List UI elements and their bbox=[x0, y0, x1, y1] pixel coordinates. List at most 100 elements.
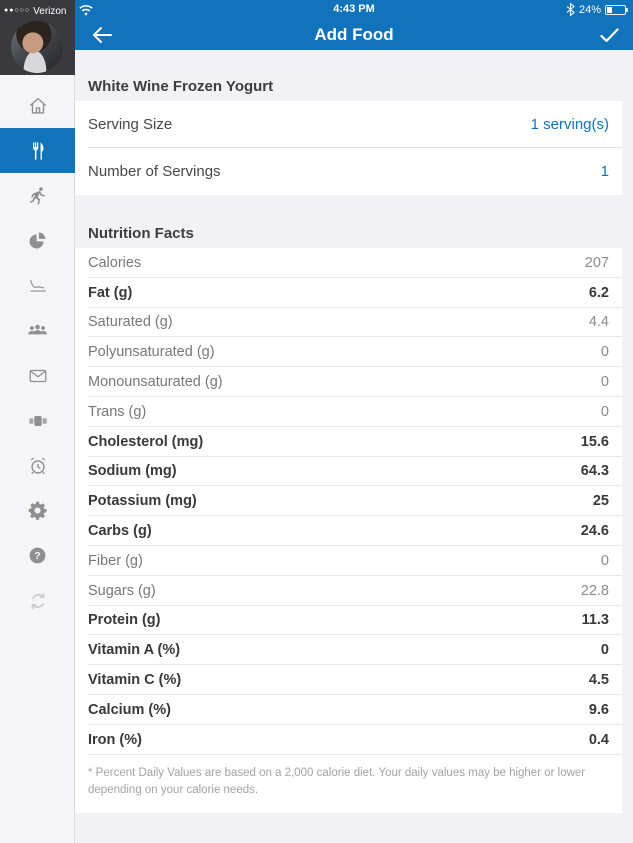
nutrition-value: 0 bbox=[600, 552, 609, 569]
nutrition-row[interactable]: Fiber (g) 0 bbox=[75, 546, 622, 576]
status-bar: 4:43 PM 24% bbox=[75, 0, 633, 20]
nutrition-label: Fat (g) bbox=[88, 284, 133, 301]
nutrition-row[interactable]: Fat (g) 6.2 bbox=[75, 278, 622, 308]
nutrition-row[interactable]: Polyunsaturated (g) 0 bbox=[75, 337, 622, 367]
nutrition-value: 0 bbox=[600, 374, 609, 391]
people-icon bbox=[28, 324, 47, 335]
nutrition-row[interactable]: Potassium (mg) 25 bbox=[75, 486, 622, 516]
battery-cluster: 24% bbox=[566, 3, 628, 16]
alarm-clock-icon bbox=[30, 457, 45, 474]
food-name: White Wine Frozen Yogurt bbox=[88, 78, 274, 95]
sidebar: ●●○○○ Verizon bbox=[0, 0, 75, 843]
nutrition-label: Polyunsaturated (g) bbox=[88, 344, 215, 361]
nutrition-row[interactable]: Cholesterol (mg) 15.6 bbox=[75, 427, 622, 457]
back-button[interactable] bbox=[91, 26, 113, 44]
main-content: 4:43 PM 24% Add Food White Wine Frozen Y… bbox=[75, 0, 633, 843]
sidebar-item-settings[interactable] bbox=[0, 488, 75, 533]
device-icon bbox=[28, 415, 47, 426]
nutrition-value: 15.6 bbox=[580, 433, 609, 450]
sidebar-item-apps-devices[interactable] bbox=[0, 398, 75, 443]
avatar[interactable] bbox=[11, 21, 63, 73]
nutrition-value: 9.6 bbox=[588, 701, 609, 718]
nutrition-row[interactable]: Iron (%) 0.4 bbox=[75, 725, 622, 755]
nutrition-row[interactable]: Saturated (g) 4.4 bbox=[75, 308, 622, 338]
sidebar-profile-block: ●●○○○ Verizon bbox=[0, 0, 75, 75]
battery-percent: 24% bbox=[578, 3, 601, 16]
nutrition-row[interactable]: Sugars (g) 22.8 bbox=[75, 576, 622, 606]
sidebar-item-exercise[interactable] bbox=[0, 173, 75, 218]
serving-size-row[interactable]: Serving Size 1 serving(s) bbox=[75, 101, 622, 148]
nutrition-value: 6.2 bbox=[588, 284, 609, 301]
wifi-icon bbox=[78, 4, 94, 19]
nutrition-value: 25 bbox=[592, 493, 609, 510]
daily-values-footnote: * Percent Daily Values are based on a 2,… bbox=[75, 754, 622, 814]
footnote-text: * Percent Daily Values are based on a 2,… bbox=[88, 766, 586, 796]
sidebar-item-food-diary[interactable] bbox=[0, 128, 75, 173]
nutrition-row[interactable]: Calories 207 bbox=[75, 248, 622, 278]
nutrition-label: Potassium (mg) bbox=[88, 493, 197, 510]
nutrition-value: 4.4 bbox=[588, 314, 609, 331]
nutrition-label: Vitamin C (%) bbox=[88, 672, 182, 689]
gear-icon bbox=[28, 501, 47, 520]
fork-knife-icon bbox=[32, 141, 43, 160]
number-of-servings-value[interactable]: 1 bbox=[600, 163, 609, 180]
nav-bar: Add Food bbox=[75, 20, 633, 50]
nutrition-value: 4.5 bbox=[588, 672, 609, 689]
pie-chart-icon bbox=[29, 232, 46, 249]
nutrition-row[interactable]: Calcium (%) 9.6 bbox=[75, 695, 622, 725]
food-name-header: White Wine Frozen Yogurt bbox=[75, 50, 622, 101]
confirm-button[interactable] bbox=[600, 28, 619, 43]
nutrition-label: Carbs (g) bbox=[88, 523, 152, 540]
nutrition-value: 22.8 bbox=[580, 582, 609, 599]
nutrition-row[interactable]: Protein (g) 11.3 bbox=[75, 606, 622, 636]
nutrition-label: Protein (g) bbox=[88, 612, 161, 629]
nutrition-row[interactable]: Carbs (g) 24.6 bbox=[75, 516, 622, 546]
serving-card: Serving Size 1 serving(s) Number of Serv… bbox=[75, 101, 622, 195]
nutrition-value: 24.6 bbox=[580, 523, 609, 540]
sidebar-item-nutrition[interactable] bbox=[0, 218, 75, 263]
envelope-icon bbox=[29, 369, 46, 382]
sidebar-item-sync[interactable] bbox=[0, 578, 75, 623]
nutrition-value: 0 bbox=[600, 403, 609, 420]
sidebar-item-messages[interactable] bbox=[0, 353, 75, 398]
signal-strength-icon: ●●○○○ bbox=[4, 6, 31, 14]
serving-size-value[interactable]: 1 serving(s) bbox=[530, 116, 609, 133]
nutrition-label: Vitamin A (%) bbox=[88, 642, 181, 659]
sidebar-item-home[interactable] bbox=[0, 83, 75, 128]
nutrition-label: Calories bbox=[88, 254, 142, 271]
sidebar-item-help[interactable]: ? bbox=[0, 533, 75, 578]
nutrition-row[interactable]: Monounsaturated (g) 0 bbox=[75, 367, 622, 397]
sidebar-item-friends[interactable] bbox=[0, 308, 75, 353]
carrier-status: ●●○○○ Verizon bbox=[4, 4, 79, 18]
nutrition-facts-header: Nutrition Facts bbox=[75, 195, 622, 248]
page-title: Add Food bbox=[314, 25, 394, 44]
nutrition-value: 207 bbox=[584, 254, 609, 271]
nutrition-label: Calcium (%) bbox=[88, 701, 171, 718]
nutrition-row[interactable]: Vitamin C (%) 4.5 bbox=[75, 665, 622, 695]
sidebar-item-reminders[interactable] bbox=[0, 443, 75, 488]
runner-icon bbox=[29, 186, 45, 204]
number-of-servings-row[interactable]: Number of Servings 1 bbox=[75, 148, 622, 195]
nutrition-value: 0 bbox=[600, 642, 609, 659]
nutrition-label: Iron (%) bbox=[88, 731, 142, 748]
sidebar-item-progress[interactable] bbox=[0, 263, 75, 308]
battery-icon bbox=[605, 4, 628, 15]
svg-text:?: ? bbox=[34, 550, 40, 562]
nutrition-row[interactable]: Sodium (mg) 64.3 bbox=[75, 457, 622, 487]
checkmark-icon bbox=[600, 28, 619, 43]
nutrition-value: 0.4 bbox=[588, 731, 609, 748]
nutrition-value: 64.3 bbox=[580, 463, 609, 480]
number-of-servings-label: Number of Servings bbox=[88, 163, 221, 180]
nutrition-label: Cholesterol (mg) bbox=[88, 433, 204, 450]
question-mark-icon: ? bbox=[29, 547, 46, 564]
back-arrow-icon bbox=[93, 27, 112, 43]
line-chart-icon bbox=[29, 279, 46, 292]
nutrition-row[interactable]: Vitamin A (%) 0 bbox=[75, 635, 622, 665]
nutrition-value: 11.3 bbox=[581, 612, 609, 629]
home-icon bbox=[29, 97, 46, 114]
nutrition-row[interactable]: Trans (g) 0 bbox=[75, 397, 622, 427]
nutrition-label: Trans (g) bbox=[88, 403, 147, 420]
nutrition-label: Monounsaturated (g) bbox=[88, 374, 223, 391]
serving-size-label: Serving Size bbox=[88, 116, 173, 133]
nutrition-value: 0 bbox=[600, 344, 609, 361]
